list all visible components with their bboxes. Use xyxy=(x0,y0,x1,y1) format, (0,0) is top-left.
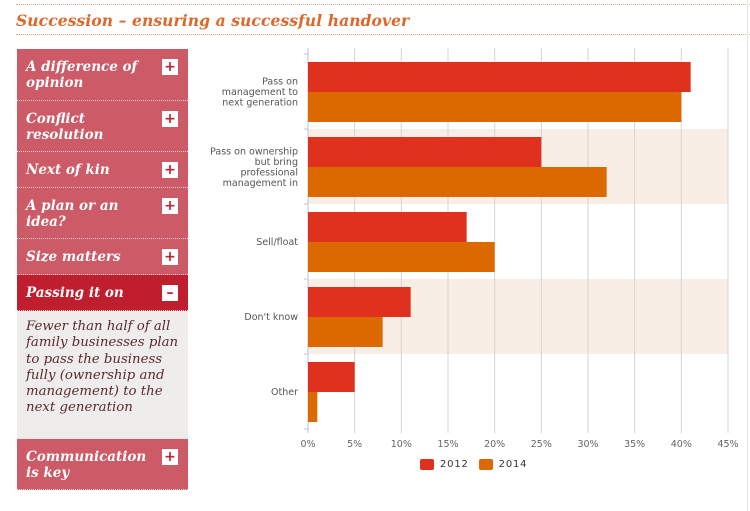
category-label-line: Pass on xyxy=(262,77,298,88)
category-label-line: professional xyxy=(240,167,298,178)
bar-2012 xyxy=(308,287,411,317)
legend-item-2012[interactable]: 2012 xyxy=(420,459,469,470)
accordion-item-conflict-resolution[interactable]: Conflict resolution + xyxy=(17,101,188,152)
header: Succession – ensuring a successful hando… xyxy=(16,4,750,35)
accordion-item-label: A plan or an idea? xyxy=(26,198,119,230)
category-label: Sell/float xyxy=(256,237,298,248)
x-tick-label: 5% xyxy=(347,439,362,450)
accordion-item-size-matters[interactable]: Size matters + xyxy=(17,239,188,275)
category-label: Pass on management to next generation xyxy=(222,77,298,109)
expand-icon[interactable]: + xyxy=(162,111,178,127)
legend-label: 2012 xyxy=(440,459,469,470)
legend-item-2014[interactable]: 2014 xyxy=(478,459,528,470)
accordion-item-label: Conflict resolution xyxy=(26,111,104,143)
category-label-line: Pass on ownership xyxy=(210,146,298,157)
collapse-icon[interactable]: – xyxy=(162,285,178,301)
bar-2014 xyxy=(308,242,495,272)
accordion-item-label: Passing it on xyxy=(26,285,124,301)
bar-2012 xyxy=(308,362,355,392)
divider xyxy=(16,4,750,5)
expand-icon[interactable]: + xyxy=(162,449,178,465)
bar-2012 xyxy=(308,62,691,92)
accordion-item-a-plan-or-an-idea[interactable]: A plan or an idea? + xyxy=(17,188,188,239)
x-tick-label: 10% xyxy=(391,439,412,450)
bar-2014 xyxy=(308,167,607,197)
accordion-item-passing-it-on[interactable]: Passing it on – xyxy=(17,275,188,311)
legend-label: 2014 xyxy=(498,459,528,470)
bar-2014 xyxy=(308,92,682,122)
category-label-line: Don't know xyxy=(244,312,298,323)
expand-icon[interactable]: + xyxy=(162,162,178,178)
accordion-item-next-of-kin[interactable]: Next of kin + xyxy=(17,152,188,188)
bar-2012 xyxy=(308,212,467,242)
x-tick-label: 45% xyxy=(717,439,738,450)
accordion-item-label: Size matters xyxy=(26,249,121,265)
divider xyxy=(16,34,750,35)
accordion-item-communication-is-key[interactable]: Communication is key + xyxy=(17,439,188,490)
x-tick-label: 40% xyxy=(671,439,692,450)
page-title: Succession – ensuring a successful hando… xyxy=(16,11,410,30)
category-label: Don't know xyxy=(244,312,298,323)
x-tick-label: 35% xyxy=(624,439,645,450)
accordion-sidebar: A difference of opinion + Conflict resolut… xyxy=(17,49,188,490)
accordion-item-label: Next of kin xyxy=(26,162,110,178)
x-tick-label: 20% xyxy=(484,439,505,450)
category-label: Pass on ownership but bring professional ma… xyxy=(210,146,298,189)
bar-2012 xyxy=(308,137,542,167)
category-label-line: management in xyxy=(223,178,298,189)
category-label: Other xyxy=(271,387,298,398)
category-label-line: but bring xyxy=(255,157,298,168)
bar-chart: Pass on management to next generationPass … xyxy=(210,48,739,450)
expand-icon[interactable]: + xyxy=(162,249,178,265)
legend-swatch xyxy=(478,459,493,470)
category-label-line: management to xyxy=(222,87,298,98)
accordion-item-label: A difference of opinion xyxy=(26,59,138,91)
legend-swatch xyxy=(420,459,434,470)
category-label-line: Other xyxy=(271,387,298,398)
expand-icon[interactable]: + xyxy=(162,59,178,75)
accordion-item-body: Fewer than half of all family businesses… xyxy=(17,311,188,439)
accordion-item-label: Communication is key xyxy=(26,449,147,481)
x-tick-label: 0% xyxy=(300,439,315,450)
bar-2014 xyxy=(308,317,383,347)
expand-icon[interactable]: + xyxy=(162,198,178,214)
category-label-line: next generation xyxy=(222,98,298,109)
accordion-item-a-difference-of-opinion[interactable]: A difference of opinion + xyxy=(17,49,188,101)
x-tick-label: 25% xyxy=(531,439,552,450)
page-edge-divider xyxy=(747,0,748,511)
bar-2014 xyxy=(308,392,318,422)
chart-legend: 2012 2014 xyxy=(420,459,537,473)
x-tick-label: 15% xyxy=(437,439,458,450)
category-label-line: Sell/float xyxy=(256,237,298,248)
x-tick-label: 30% xyxy=(577,439,598,450)
